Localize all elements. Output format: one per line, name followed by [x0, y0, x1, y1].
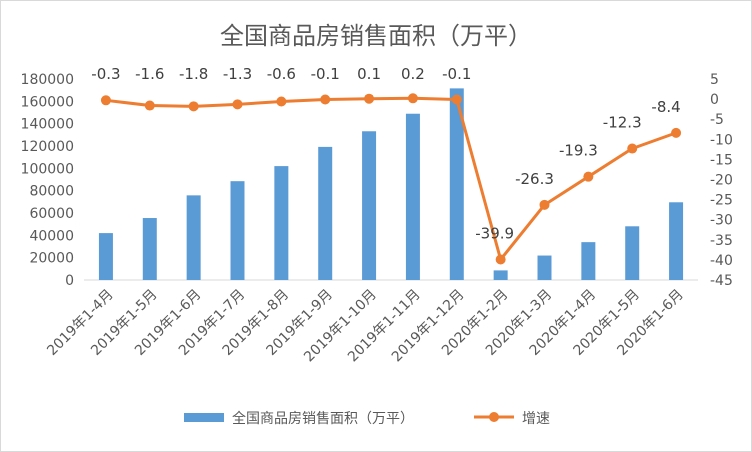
data-label: -39.9	[475, 224, 514, 242]
right-tick-label: -25	[710, 193, 733, 209]
legend: 全国商品房销售面积（万平） 增速	[184, 410, 550, 427]
line-point	[627, 143, 638, 154]
right-tick-label: -30	[710, 213, 733, 229]
line-point	[671, 127, 682, 138]
left-tick-label: 160000	[21, 94, 74, 110]
data-label: -0.3	[91, 65, 120, 83]
right-tick-label: -15	[710, 152, 733, 168]
bar	[449, 88, 464, 280]
legend-line-label: 增速	[522, 411, 550, 427]
line-point	[232, 99, 243, 110]
series-line	[105, 96, 677, 261]
left-tick-label: 60000	[29, 206, 74, 222]
data-label: -1.8	[179, 65, 208, 83]
data-label: -19.3	[559, 142, 598, 160]
line-point	[539, 199, 550, 210]
data-labels: -0.3 -1.6 -1.8 -1.3 -0.6 -0.1 0.1 0.2 -0.1 -39.9 -…	[91, 65, 680, 242]
line-point	[144, 100, 155, 111]
data-label: -1.3	[223, 65, 252, 83]
left-tick-label: 120000	[21, 139, 74, 155]
bar-series	[98, 88, 684, 280]
left-tick-label: 0	[65, 273, 74, 289]
legend-bar-swatch	[184, 413, 224, 422]
legend-bar-label: 全国商品房销售面积（万平）	[232, 410, 414, 427]
data-label: 0.2	[401, 65, 425, 83]
right-tick-label: -10	[710, 132, 733, 148]
line-point	[276, 96, 287, 107]
bar	[142, 218, 157, 280]
left-tick-label: 20000	[29, 251, 74, 267]
bar	[493, 270, 508, 280]
line-point	[583, 171, 594, 182]
right-axis: 5 0 -5 -10 -15 -20 -25 -30 -35 -40 -45	[710, 72, 733, 289]
bar	[581, 242, 596, 280]
data-label: -0.1	[442, 65, 471, 83]
data-label: 0.1	[357, 65, 381, 83]
bar	[186, 195, 201, 280]
left-tick-label: 40000	[29, 228, 74, 244]
line-point	[407, 93, 418, 104]
line-point	[320, 94, 331, 105]
left-tick-label: 80000	[29, 184, 74, 200]
bar	[362, 131, 377, 280]
line-point	[451, 94, 462, 105]
chart-title: 全国商品房销售面积（万平）	[220, 22, 532, 50]
data-label: -26.3	[515, 170, 554, 188]
left-tick-label: 140000	[21, 117, 74, 133]
bar	[98, 233, 113, 280]
left-axis: 0 20000 40000 60000 80000 100000 120000 140000 1…	[21, 72, 74, 289]
right-tick-label: 5	[710, 72, 719, 88]
right-tick-label: -45	[710, 273, 733, 289]
right-tick-label: -20	[710, 173, 733, 189]
bar	[625, 226, 640, 280]
left-tick-label: 100000	[21, 161, 74, 177]
left-tick-label: 180000	[21, 72, 74, 88]
line-point	[188, 101, 199, 112]
right-tick-label: 0	[710, 92, 719, 108]
right-tick-label: -5	[710, 112, 724, 128]
data-label: -1.6	[135, 65, 164, 83]
right-tick-label: -40	[710, 253, 733, 269]
data-label: -0.6	[267, 65, 296, 83]
bar	[669, 202, 684, 280]
bar	[230, 181, 245, 280]
data-label: -12.3	[603, 114, 642, 132]
line-series	[100, 93, 682, 265]
bar	[405, 113, 420, 280]
data-label: -8.4	[651, 98, 680, 116]
bar	[318, 146, 333, 280]
right-tick-label: -35	[710, 233, 733, 249]
bar	[274, 166, 289, 280]
bar	[537, 255, 552, 280]
line-point	[364, 93, 375, 104]
data-label: -0.1	[311, 65, 340, 83]
line-point	[495, 254, 506, 265]
line-point	[100, 95, 111, 106]
legend-line-marker	[489, 412, 499, 422]
